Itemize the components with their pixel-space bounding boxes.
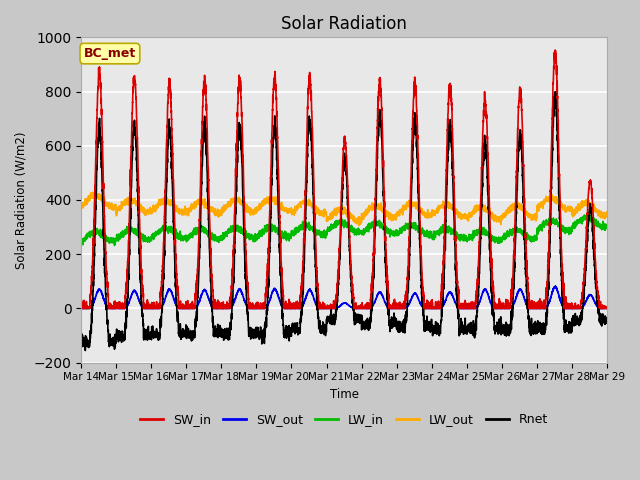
Line: SW_out: SW_out bbox=[81, 286, 607, 308]
SW_out bbox=[324, 305, 332, 311]
LW_out bbox=[172, 206, 180, 212]
SW_in bbox=[603, 305, 611, 311]
Legend: SW_in, SW_out, LW_in, LW_out, Rnet: SW_in, SW_out, LW_in, LW_out, Rnet bbox=[135, 408, 553, 431]
SW_in bbox=[603, 305, 611, 311]
LW_in bbox=[584, 212, 591, 218]
Rnet bbox=[551, 89, 559, 95]
Text: BC_met: BC_met bbox=[84, 47, 136, 60]
LW_in bbox=[324, 227, 332, 233]
SW_in bbox=[78, 305, 86, 311]
LW_in bbox=[492, 237, 499, 243]
SW_in bbox=[172, 256, 180, 262]
LW_out bbox=[462, 214, 470, 220]
LW_in bbox=[433, 230, 440, 236]
LW_in bbox=[111, 242, 118, 248]
SW_out bbox=[433, 305, 440, 311]
LW_out bbox=[603, 214, 611, 220]
LW_out bbox=[433, 205, 440, 211]
LW_out bbox=[324, 217, 332, 223]
Rnet bbox=[324, 315, 332, 321]
SW_out bbox=[603, 305, 611, 311]
LW_in bbox=[603, 224, 611, 230]
SW_in bbox=[492, 305, 499, 311]
SW_in bbox=[77, 299, 85, 305]
LW_out bbox=[77, 203, 85, 209]
SW_out bbox=[462, 305, 470, 311]
Line: LW_out: LW_out bbox=[81, 192, 607, 226]
Rnet bbox=[172, 286, 180, 291]
SW_in bbox=[324, 305, 332, 311]
SW_out bbox=[77, 305, 85, 311]
LW_out bbox=[492, 215, 499, 220]
LW_out bbox=[91, 189, 99, 195]
LW_out bbox=[603, 209, 611, 215]
SW_out bbox=[77, 305, 85, 311]
Line: SW_in: SW_in bbox=[81, 50, 607, 308]
Line: LW_in: LW_in bbox=[81, 215, 607, 245]
Rnet bbox=[492, 327, 499, 333]
Title: Solar Radiation: Solar Radiation bbox=[281, 15, 407, 33]
SW_out bbox=[552, 283, 559, 289]
SW_in bbox=[462, 305, 470, 311]
X-axis label: Time: Time bbox=[330, 388, 358, 401]
LW_out bbox=[355, 223, 363, 228]
Rnet bbox=[462, 325, 470, 331]
Y-axis label: Solar Radiation (W/m2): Solar Radiation (W/m2) bbox=[15, 131, 28, 269]
SW_in bbox=[433, 300, 440, 305]
Rnet bbox=[603, 319, 611, 325]
SW_out bbox=[172, 301, 180, 307]
LW_in bbox=[603, 223, 611, 229]
Rnet bbox=[81, 348, 89, 353]
Rnet bbox=[77, 336, 85, 341]
Line: Rnet: Rnet bbox=[81, 92, 607, 350]
SW_out bbox=[603, 305, 611, 311]
SW_out bbox=[492, 305, 499, 311]
Rnet bbox=[603, 316, 611, 322]
LW_in bbox=[77, 239, 85, 245]
Rnet bbox=[433, 320, 440, 325]
LW_in bbox=[462, 233, 470, 239]
LW_in bbox=[172, 232, 180, 238]
SW_in bbox=[551, 47, 559, 53]
